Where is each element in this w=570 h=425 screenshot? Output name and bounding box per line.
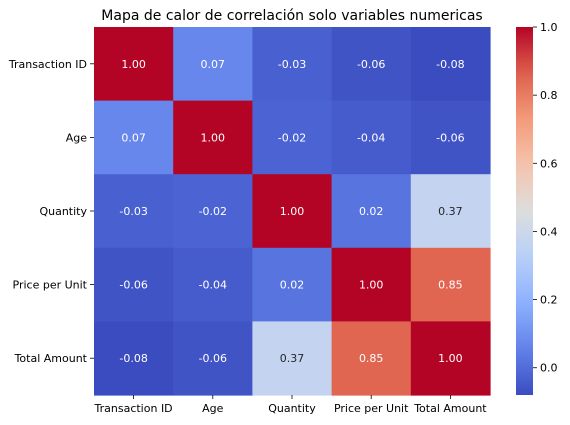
cell-value-label: 1.00 <box>121 58 146 71</box>
heatmap-cell <box>331 321 412 396</box>
x-tick-label: Transaction ID <box>94 402 173 415</box>
colorbar-tick-label: 0.8 <box>540 89 558 102</box>
heatmap-cell <box>410 27 491 102</box>
colorbar-tick-label: 0.4 <box>540 225 558 238</box>
cell-value-label: 1.00 <box>359 279 384 292</box>
colorbar-gradient-bar <box>516 27 533 395</box>
heatmap-cell <box>252 321 333 396</box>
cell-value-label: -0.08 <box>436 58 464 71</box>
heatmap-cell <box>331 100 412 175</box>
heatmap-cell <box>94 174 174 249</box>
colorbar-tick-label: 0.2 <box>540 294 558 307</box>
cell-value-label: -0.06 <box>199 352 227 365</box>
colorbar-tick-label: 1.0 <box>540 21 558 34</box>
colorbar-tick-label: 0.0 <box>540 362 558 375</box>
x-tick-label: Age <box>202 402 224 415</box>
y-tick-label: Total Amount <box>14 352 88 365</box>
cell-value-label: -0.03 <box>119 205 147 218</box>
heatmap-cell <box>331 247 412 322</box>
heatmap-cell <box>331 27 412 102</box>
cell-value-label: 1.00 <box>438 352 463 365</box>
heatmap-cell <box>173 321 253 396</box>
heatmap-cell <box>410 174 491 249</box>
cell-value-label: 0.37 <box>438 205 463 218</box>
heatmap-cell <box>94 247 174 322</box>
heatmap-cell <box>173 100 253 175</box>
cell-value-label: 0.07 <box>201 58 226 71</box>
y-tick-label: Age <box>66 131 88 144</box>
chart-title: Mapa de calor de correlación solo variab… <box>101 8 482 24</box>
heatmap-cell <box>94 27 174 102</box>
cell-value-label: 1.00 <box>280 205 305 218</box>
heatmap-cell <box>252 100 333 175</box>
heatmap-cell <box>173 27 253 102</box>
x-axis: Transaction ID Age Quantity Price per Unit T… <box>94 395 487 415</box>
heatmap-cell <box>410 100 491 175</box>
heatmap-cell <box>252 27 333 102</box>
cell-value-label: -0.02 <box>278 131 306 144</box>
cell-value-label: -0.03 <box>278 58 306 71</box>
heatmap-cell <box>252 247 333 322</box>
y-tick-label: Quantity <box>39 205 87 218</box>
y-tick-label: Transaction ID <box>8 58 87 71</box>
cell-value-label: 0.37 <box>280 352 305 365</box>
cell-value-label: -0.06 <box>436 131 464 144</box>
heatmap-cell <box>331 174 412 249</box>
cell-value-label: 0.02 <box>280 279 305 292</box>
cell-value-label: 0.85 <box>359 352 384 365</box>
cell-value-label: -0.08 <box>119 352 147 365</box>
colorbar: 0.0 0.2 0.4 0.6 0.8 1.0 <box>516 21 558 395</box>
x-tick-label: Quantity <box>268 402 316 415</box>
heatmap-cell <box>173 174 253 249</box>
y-axis: Transaction ID Age Quantity Price per Unit T… <box>8 58 94 365</box>
heatmap-cell <box>94 100 174 175</box>
cell-value-label: 0.02 <box>359 205 384 218</box>
heatmap-cell <box>410 247 491 322</box>
cell-value-label: 1.00 <box>201 131 226 144</box>
cell-value-label: 0.07 <box>121 131 146 144</box>
cell-value-label: -0.06 <box>357 58 385 71</box>
heatmap-cell <box>410 321 491 396</box>
heatmap-cells: 1.00 0.07 -0.03 -0.06 -0.08 0.07 1.00 -0.02 -0.0… <box>94 27 491 396</box>
heatmap-cell <box>173 247 253 322</box>
heatmap-cell <box>252 174 333 249</box>
cell-value-label: -0.06 <box>119 279 147 292</box>
heatmap-cell <box>94 321 174 396</box>
cell-value-label: -0.02 <box>199 205 227 218</box>
x-tick-label: Price per Unit <box>334 402 409 415</box>
cell-value-label: -0.04 <box>357 131 385 144</box>
cell-value-label: 0.85 <box>438 279 463 292</box>
cell-value-label: -0.04 <box>199 279 227 292</box>
x-tick-label: Total Amount <box>413 402 487 415</box>
colorbar-tick-label: 0.6 <box>540 157 558 170</box>
y-tick-label: Price per Unit <box>13 279 88 292</box>
